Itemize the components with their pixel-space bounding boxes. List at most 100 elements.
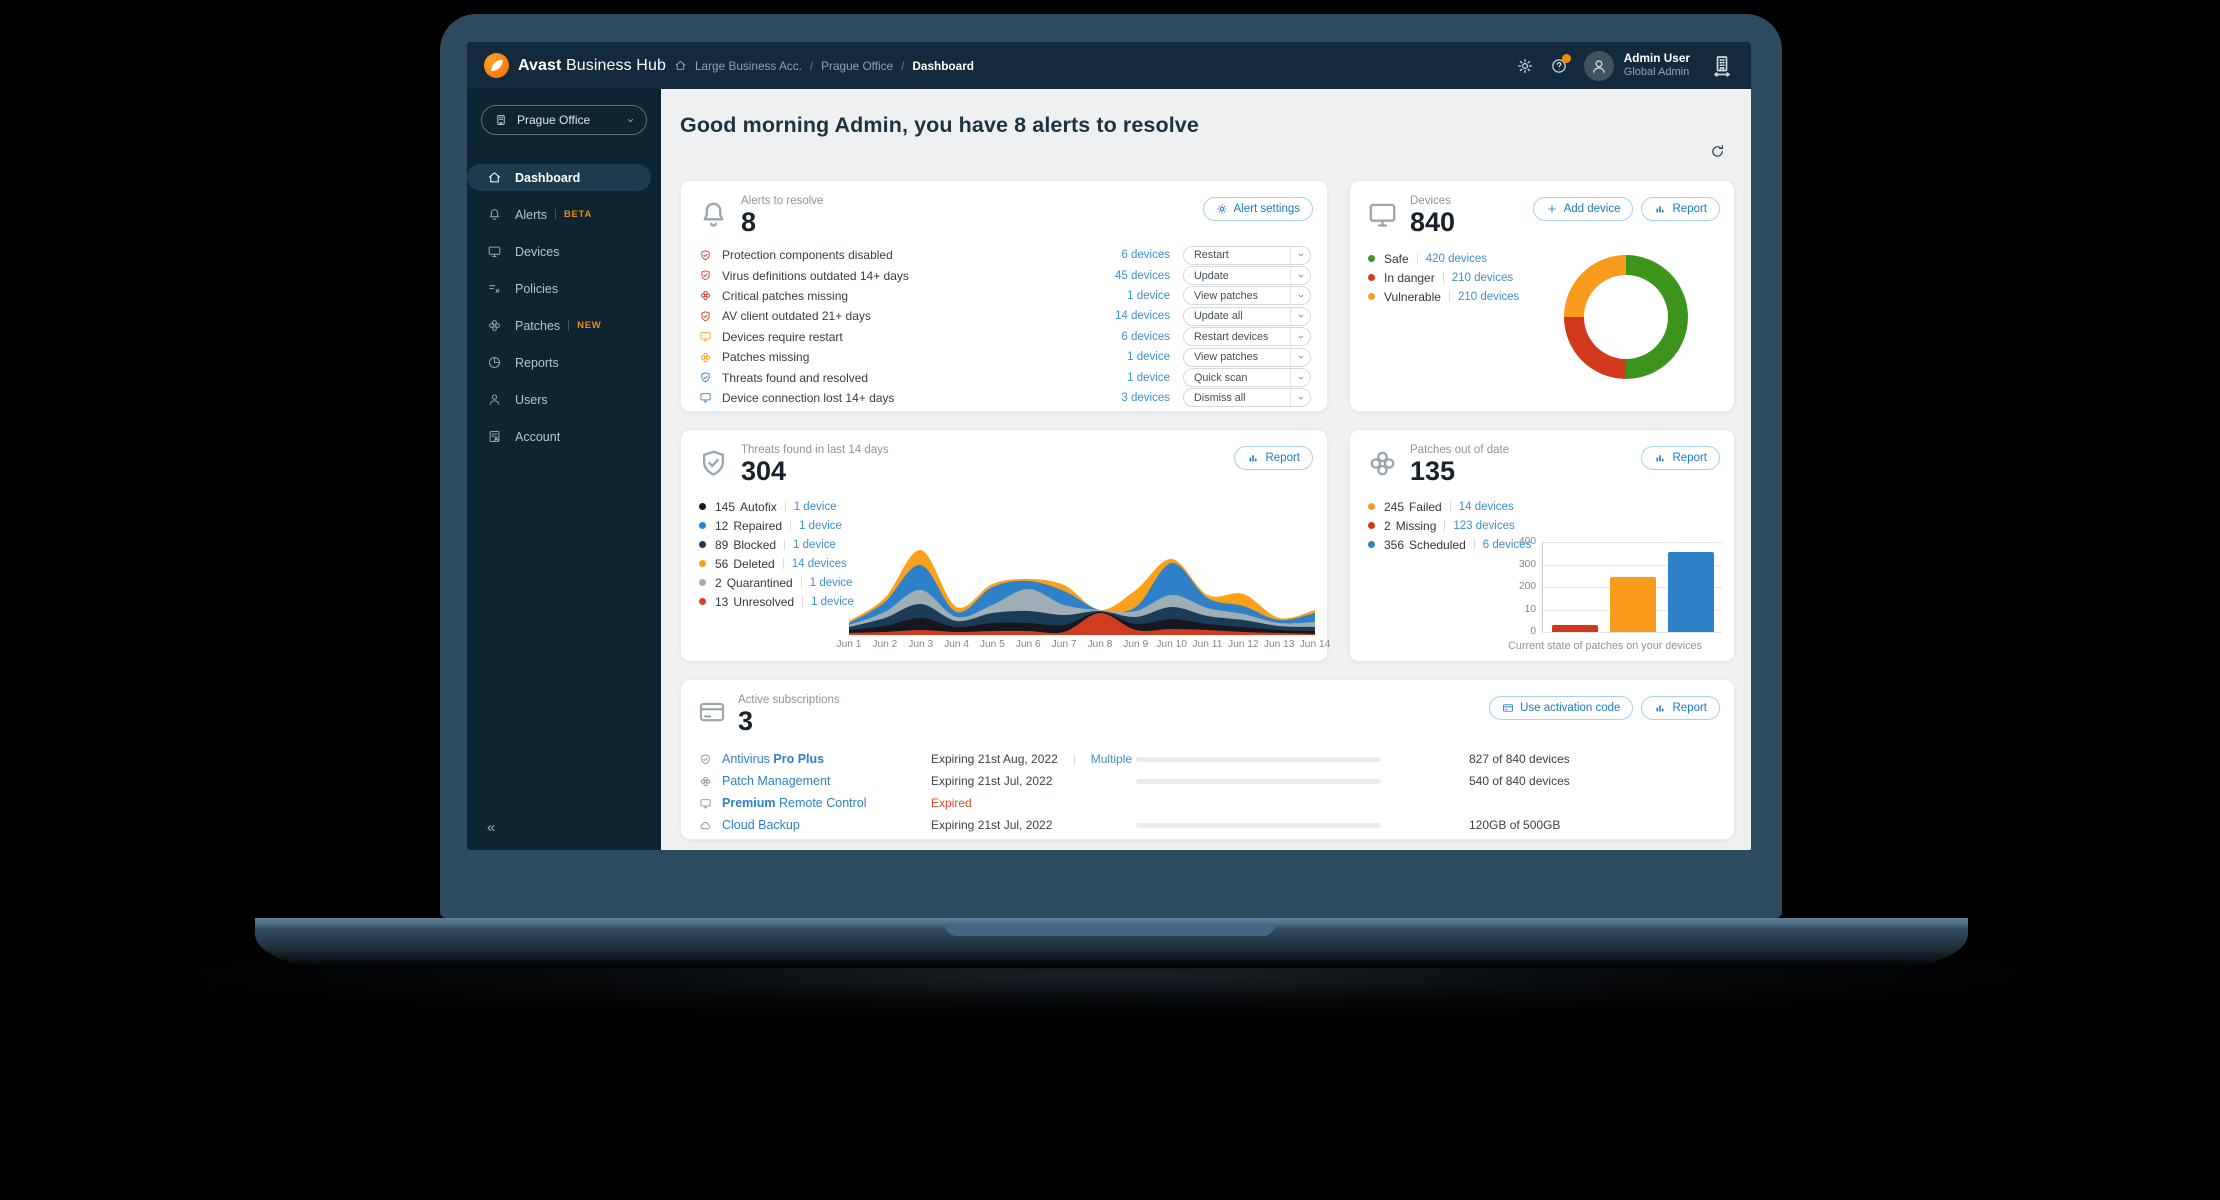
alert-devices-link[interactable]: 1 device: [1127, 371, 1170, 384]
subscription-name-link[interactable]: Antivirus Pro Plus: [722, 752, 931, 766]
status-dot: [699, 560, 706, 567]
alert-action-select[interactable]: View patches: [1183, 286, 1311, 306]
alert-action-select[interactable]: Quick scan: [1183, 368, 1311, 388]
select-value: Restart: [1194, 249, 1229, 262]
stat-label: Missing: [1395, 518, 1437, 533]
patches-report-button[interactable]: Report: [1641, 446, 1720, 470]
subscription-expiry: Expired: [931, 796, 972, 810]
alerts-count: 8: [741, 207, 757, 237]
status-dot: [1368, 255, 1375, 262]
building-icon: [494, 113, 508, 127]
alert-label: Protection components disabled: [722, 248, 893, 263]
select-value: Restart devices: [1194, 330, 1269, 343]
status-dot: [1368, 274, 1375, 281]
subscription-usage: 120GB of 500GB: [1469, 818, 1561, 832]
divider: [782, 558, 784, 569]
alert-row: Protection components disabled 6 devices…: [699, 245, 1311, 265]
stat-devices-link[interactable]: 1 device: [811, 595, 854, 608]
sidebar-collapse-button[interactable]: «: [487, 819, 496, 836]
threats-report-button[interactable]: Report: [1234, 446, 1313, 470]
alert-action-select[interactable]: Restart: [1183, 245, 1311, 265]
stat-devices-link[interactable]: 6 devices: [1482, 538, 1532, 551]
alert-devices-link[interactable]: 1 device: [1127, 351, 1170, 364]
alerts-card: Alerts to resolve 8 Alert settings Prote…: [680, 180, 1328, 412]
gear-icon[interactable]: [1516, 57, 1534, 75]
add-device-button[interactable]: Add device: [1532, 197, 1634, 221]
alert-devices-link[interactable]: 6 devices: [1121, 249, 1170, 262]
bar-chart-icon: [1654, 203, 1666, 215]
subscriptions-list: Antivirus Pro Plus Expiring 21st Aug, 20…: [681, 735, 1734, 836]
alert-action-select[interactable]: Update all: [1183, 306, 1311, 326]
alert-label: Patches missing: [722, 350, 810, 365]
chevron-down-icon: [1290, 348, 1310, 366]
sidebar-item-devices[interactable]: Devices: [467, 238, 651, 265]
policies-icon: [487, 281, 502, 296]
subscriptions-report-button[interactable]: Report: [1641, 696, 1720, 720]
stat-devices-link[interactable]: 1 device: [793, 500, 837, 513]
company-switcher-icon[interactable]: [1710, 54, 1734, 78]
sidebar-item-account[interactable]: Account: [467, 423, 651, 450]
legend-devices-link[interactable]: 420 devices: [1425, 252, 1488, 265]
sidebar-item-dashboard[interactable]: Dashboard: [467, 164, 651, 191]
alert-action-select[interactable]: Update: [1183, 266, 1311, 286]
sidebar-item-reports[interactable]: Reports: [467, 349, 651, 376]
legend-devices-link[interactable]: 210 devices: [1457, 290, 1520, 303]
subscription-row: Cloud Backup Expiring 21st Jul, 2022 120…: [699, 814, 1718, 836]
stat-row: 356 Scheduled 6 devices: [1368, 535, 1548, 554]
bell-icon: [487, 207, 502, 222]
subscription-name-link[interactable]: Cloud Backup: [722, 818, 931, 832]
subscription-progress: [1136, 756, 1381, 762]
subscription-name-link[interactable]: Patch Management: [722, 774, 931, 788]
alert-settings-button[interactable]: Alert settings: [1202, 197, 1313, 221]
alert-action-select[interactable]: Dismiss all: [1183, 388, 1311, 408]
user-block[interactable]: Admin User Global Admin: [1624, 51, 1690, 79]
alert-devices-link[interactable]: 1 device: [1127, 289, 1170, 302]
avatar[interactable]: [1583, 50, 1614, 81]
alert-devices-link[interactable]: 6 devices: [1121, 330, 1170, 343]
alert-action-select[interactable]: Restart devices: [1183, 327, 1311, 347]
breadcrumb-item-site[interactable]: Prague Office: [821, 58, 894, 73]
stat-devices-link[interactable]: 14 devices: [1458, 500, 1514, 513]
stat-label: Failed: [1409, 499, 1442, 514]
topbar-actions: Admin User Global Admin: [1516, 50, 1751, 81]
devices-report-button[interactable]: Report: [1641, 197, 1720, 221]
org-selector[interactable]: Prague Office: [481, 105, 647, 135]
alert-devices-link[interactable]: 45 devices: [1115, 269, 1170, 282]
refresh-icon[interactable]: [1709, 143, 1726, 160]
select-value: Update all: [1194, 310, 1243, 323]
stat-devices-link[interactable]: 1 device: [809, 576, 853, 589]
home-icon[interactable]: [674, 59, 687, 72]
patches-card: Patches out of date 135 Report 245 Failed…: [1349, 429, 1735, 662]
help-button[interactable]: [1550, 53, 1571, 75]
brand-bold: Avast: [518, 56, 562, 74]
alert-devices-link[interactable]: 3 devices: [1121, 391, 1170, 404]
sidebar-item-users[interactable]: Users: [467, 386, 651, 413]
shield-icon: [697, 447, 730, 480]
stat-devices-link[interactable]: 1 device: [793, 538, 836, 551]
legend-label: Vulnerable: [1384, 289, 1441, 304]
subscription-name-link[interactable]: Premium Remote Control: [722, 796, 931, 810]
legend-row: In danger 210 devices: [1368, 268, 1734, 287]
devices-card: Devices 840 Add device Report Safe 420 de…: [1349, 180, 1735, 412]
sidebar-item-policies[interactable]: Policies: [467, 275, 651, 302]
bell-icon: [697, 198, 730, 231]
alert-devices-link[interactable]: 14 devices: [1115, 310, 1170, 323]
chevron-down-icon: [1290, 307, 1310, 325]
alert-row: Virus definitions outdated 14+ days 45 d…: [699, 265, 1311, 286]
use-activation-code-button[interactable]: Use activation code: [1489, 696, 1634, 720]
sidebar: Prague Office Dashboard Alerts BETA Devic…: [467, 89, 661, 850]
sidebar-item-label: Policies: [515, 281, 559, 296]
stat-row: 89 Blocked 1 device: [699, 535, 879, 554]
stat-devices-link[interactable]: 14 devices: [791, 557, 847, 570]
alert-action-select[interactable]: View patches: [1183, 347, 1311, 367]
status-dot: [1368, 541, 1375, 548]
legend-devices-link[interactable]: 210 devices: [1451, 271, 1514, 284]
stat-devices-link[interactable]: 1 device: [799, 519, 842, 532]
breadcrumb-item-account[interactable]: Large Business Acc.: [695, 58, 802, 73]
alert-icon: [699, 330, 712, 343]
multiple-link[interactable]: Multiple: [1090, 752, 1133, 766]
sidebar-item-alerts[interactable]: Alerts BETA: [467, 201, 651, 228]
stat-devices-link[interactable]: 123 devices: [1453, 519, 1515, 532]
select-value: View patches: [1194, 289, 1259, 302]
sidebar-item-patches[interactable]: Patches NEW: [467, 312, 651, 339]
